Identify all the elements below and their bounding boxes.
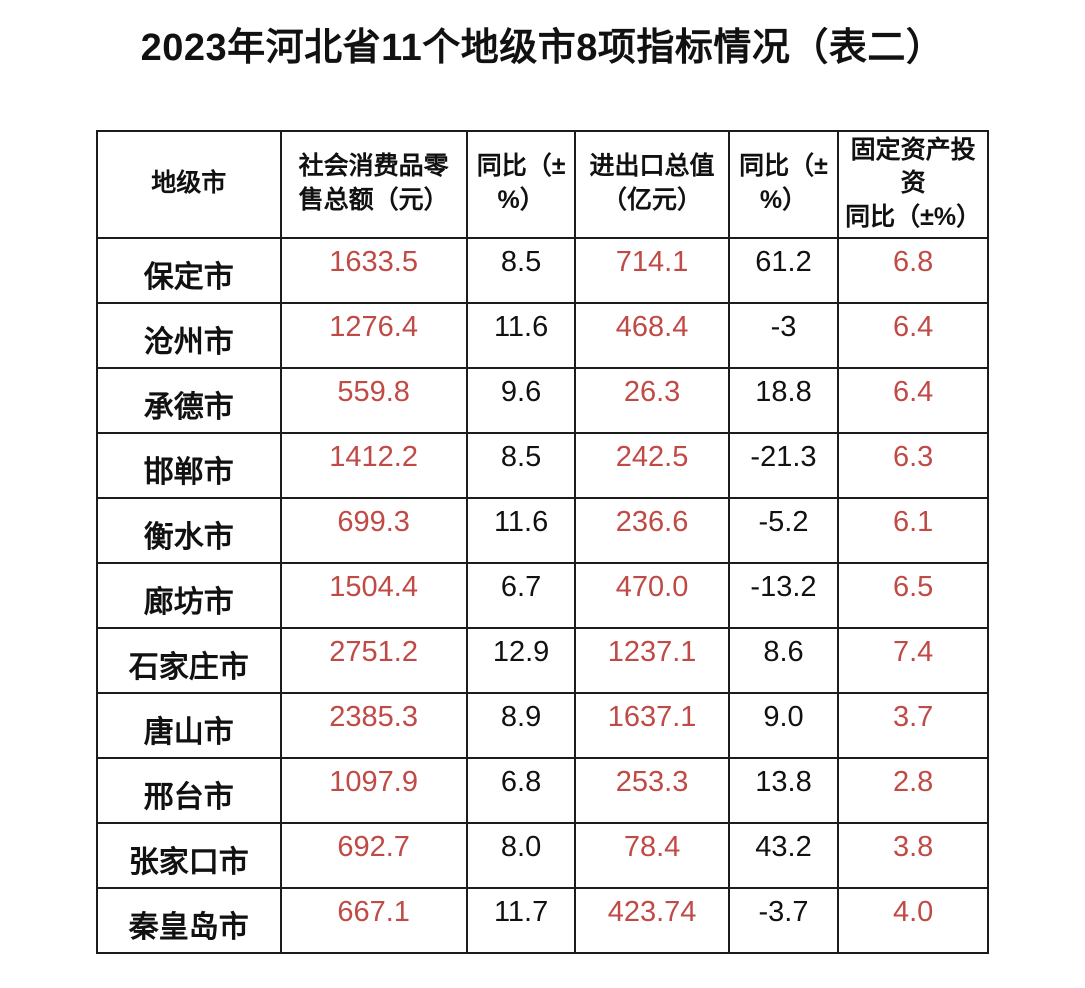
retail-total-cell: 1097.9 bbox=[279, 756, 468, 824]
import-export-total-cell: 78.4 bbox=[574, 821, 730, 889]
import-export-total-cell: 26.3 bbox=[574, 366, 730, 434]
table-row: 廊坊市 1504.4 6.7 470.0 -13.2 6.5 bbox=[96, 561, 989, 629]
import-export-yoy-cell: 13.8 bbox=[727, 756, 840, 824]
col-header-retail-yoy: 同比（± %） bbox=[465, 129, 577, 239]
import-export-total-cell: 423.74 bbox=[574, 886, 730, 954]
table-row: 衡水市 699.3 11.6 236.6 -5.2 6.1 bbox=[96, 496, 989, 564]
import-export-yoy-cell: -13.2 bbox=[727, 561, 840, 629]
col-header-city: 地级市 bbox=[96, 129, 282, 239]
city-cell: 邢台市 bbox=[96, 756, 282, 824]
import-export-yoy-cell: -3.7 bbox=[727, 886, 840, 954]
col-header-import-export-yoy: 同比（± %） bbox=[727, 129, 840, 239]
retail-total-cell: 559.8 bbox=[279, 366, 468, 434]
retail-yoy-cell: 8.0 bbox=[465, 821, 577, 889]
table-row: 邯郸市 1412.2 8.5 242.5 -21.3 6.3 bbox=[96, 431, 989, 499]
table-row: 邢台市 1097.9 6.8 253.3 13.8 2.8 bbox=[96, 756, 989, 824]
table-body: 保定市 1633.5 8.5 714.1 61.2 6.8 沧州市 1276.4… bbox=[96, 236, 989, 954]
retail-yoy-cell: 11.6 bbox=[465, 496, 577, 564]
import-export-yoy-cell: 61.2 bbox=[727, 236, 840, 304]
table-header: 地级市 社会消费品零 售总额（元） 同比（± %） 进出口总值 （亿元） 同比（… bbox=[96, 129, 989, 239]
retail-total-cell: 1276.4 bbox=[279, 301, 468, 369]
city-cell: 衡水市 bbox=[96, 496, 282, 564]
fixed-investment-yoy-cell: 3.7 bbox=[837, 691, 989, 759]
retail-yoy-cell: 12.9 bbox=[465, 626, 577, 694]
retail-total-cell: 667.1 bbox=[279, 886, 468, 954]
import-export-total-cell: 470.0 bbox=[574, 561, 730, 629]
import-export-total-cell: 253.3 bbox=[574, 756, 730, 824]
retail-yoy-cell: 11.6 bbox=[465, 301, 577, 369]
indicators-table: 地级市 社会消费品零 售总额（元） 同比（± %） 进出口总值 （亿元） 同比（… bbox=[96, 129, 989, 954]
city-cell: 张家口市 bbox=[96, 821, 282, 889]
retail-total-cell: 2385.3 bbox=[279, 691, 468, 759]
import-export-yoy-cell: 43.2 bbox=[727, 821, 840, 889]
city-cell: 秦皇岛市 bbox=[96, 886, 282, 954]
table-row: 石家庄市 2751.2 12.9 1237.1 8.6 7.4 bbox=[96, 626, 989, 694]
retail-yoy-cell: 9.6 bbox=[465, 366, 577, 434]
fixed-investment-yoy-cell: 4.0 bbox=[837, 886, 989, 954]
table-row: 保定市 1633.5 8.5 714.1 61.2 6.8 bbox=[96, 236, 989, 304]
fixed-investment-yoy-cell: 6.4 bbox=[837, 366, 989, 434]
import-export-yoy-cell: -21.3 bbox=[727, 431, 840, 499]
city-cell: 石家庄市 bbox=[96, 626, 282, 694]
city-cell: 唐山市 bbox=[96, 691, 282, 759]
fixed-investment-yoy-cell: 6.1 bbox=[837, 496, 989, 564]
import-export-yoy-cell: -5.2 bbox=[727, 496, 840, 564]
import-export-total-cell: 714.1 bbox=[574, 236, 730, 304]
city-cell: 邯郸市 bbox=[96, 431, 282, 499]
retail-yoy-cell: 6.7 bbox=[465, 561, 577, 629]
fixed-investment-yoy-cell: 6.3 bbox=[837, 431, 989, 499]
retail-yoy-cell: 8.5 bbox=[465, 236, 577, 304]
fixed-investment-yoy-cell: 3.8 bbox=[837, 821, 989, 889]
city-cell: 承德市 bbox=[96, 366, 282, 434]
col-header-fixed-investment-yoy: 固定资产投资 同比（±%） bbox=[837, 129, 989, 239]
table-row: 秦皇岛市 667.1 11.7 423.74 -3.7 4.0 bbox=[96, 886, 989, 954]
col-header-import-export-total: 进出口总值 （亿元） bbox=[574, 129, 730, 239]
import-export-yoy-cell: -3 bbox=[727, 301, 840, 369]
retail-total-cell: 699.3 bbox=[279, 496, 468, 564]
fixed-investment-yoy-cell: 6.5 bbox=[837, 561, 989, 629]
retail-total-cell: 1633.5 bbox=[279, 236, 468, 304]
import-export-total-cell: 1237.1 bbox=[574, 626, 730, 694]
import-export-total-cell: 236.6 bbox=[574, 496, 730, 564]
page-title: 2023年河北省11个地级市8项指标情况（表二） bbox=[140, 27, 945, 69]
header-row: 地级市 社会消费品零 售总额（元） 同比（± %） 进出口总值 （亿元） 同比（… bbox=[96, 129, 989, 239]
import-export-total-cell: 1637.1 bbox=[574, 691, 730, 759]
col-header-retail-total: 社会消费品零 售总额（元） bbox=[279, 129, 468, 239]
table-row: 承德市 559.8 9.6 26.3 18.8 6.4 bbox=[96, 366, 989, 434]
city-cell: 廊坊市 bbox=[96, 561, 282, 629]
retail-total-cell: 1412.2 bbox=[279, 431, 468, 499]
import-export-yoy-cell: 9.0 bbox=[727, 691, 840, 759]
fixed-investment-yoy-cell: 6.8 bbox=[837, 236, 989, 304]
retail-total-cell: 1504.4 bbox=[279, 561, 468, 629]
retail-total-cell: 2751.2 bbox=[279, 626, 468, 694]
city-cell: 沧州市 bbox=[96, 301, 282, 369]
retail-yoy-cell: 8.5 bbox=[465, 431, 577, 499]
table-row: 唐山市 2385.3 8.9 1637.1 9.0 3.7 bbox=[96, 691, 989, 759]
retail-total-cell: 692.7 bbox=[279, 821, 468, 889]
import-export-yoy-cell: 18.8 bbox=[727, 366, 840, 434]
import-export-yoy-cell: 8.6 bbox=[727, 626, 840, 694]
retail-yoy-cell: 11.7 bbox=[465, 886, 577, 954]
table-row: 沧州市 1276.4 11.6 468.4 -3 6.4 bbox=[96, 301, 989, 369]
retail-yoy-cell: 6.8 bbox=[465, 756, 577, 824]
fixed-investment-yoy-cell: 2.8 bbox=[837, 756, 989, 824]
retail-yoy-cell: 8.9 bbox=[465, 691, 577, 759]
import-export-total-cell: 468.4 bbox=[574, 301, 730, 369]
fixed-investment-yoy-cell: 6.4 bbox=[837, 301, 989, 369]
import-export-total-cell: 242.5 bbox=[574, 431, 730, 499]
fixed-investment-yoy-cell: 7.4 bbox=[837, 626, 989, 694]
city-cell: 保定市 bbox=[96, 236, 282, 304]
table-row: 张家口市 692.7 8.0 78.4 43.2 3.8 bbox=[96, 821, 989, 889]
